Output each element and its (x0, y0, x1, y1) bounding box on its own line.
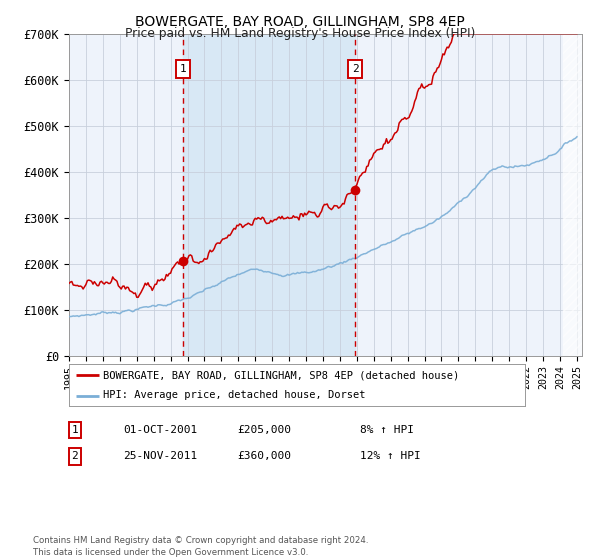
Text: 8% ↑ HPI: 8% ↑ HPI (360, 425, 414, 435)
Text: £360,000: £360,000 (237, 451, 291, 461)
Text: £205,000: £205,000 (237, 425, 291, 435)
Bar (563, 34, 586, 356)
Text: BOWERGATE, BAY ROAD, GILLINGHAM, SP8 4EP (detached house): BOWERGATE, BAY ROAD, GILLINGHAM, SP8 4EP… (103, 370, 460, 380)
Text: 2: 2 (71, 451, 79, 461)
Text: 1: 1 (71, 425, 79, 435)
Bar (183, 34, 355, 356)
Text: Price paid vs. HM Land Registry's House Price Index (HPI): Price paid vs. HM Land Registry's House … (125, 27, 475, 40)
Text: 01-OCT-2001: 01-OCT-2001 (123, 425, 197, 435)
Text: BOWERGATE, BAY ROAD, GILLINGHAM, SP8 4EP: BOWERGATE, BAY ROAD, GILLINGHAM, SP8 4EP (135, 15, 465, 29)
Text: Contains HM Land Registry data © Crown copyright and database right 2024.
This d: Contains HM Land Registry data © Crown c… (33, 536, 368, 557)
Text: 12% ↑ HPI: 12% ↑ HPI (360, 451, 421, 461)
Text: 1: 1 (180, 64, 187, 74)
Text: 25-NOV-2011: 25-NOV-2011 (123, 451, 197, 461)
Text: 2: 2 (352, 64, 359, 74)
Text: HPI: Average price, detached house, Dorset: HPI: Average price, detached house, Dors… (103, 390, 366, 400)
